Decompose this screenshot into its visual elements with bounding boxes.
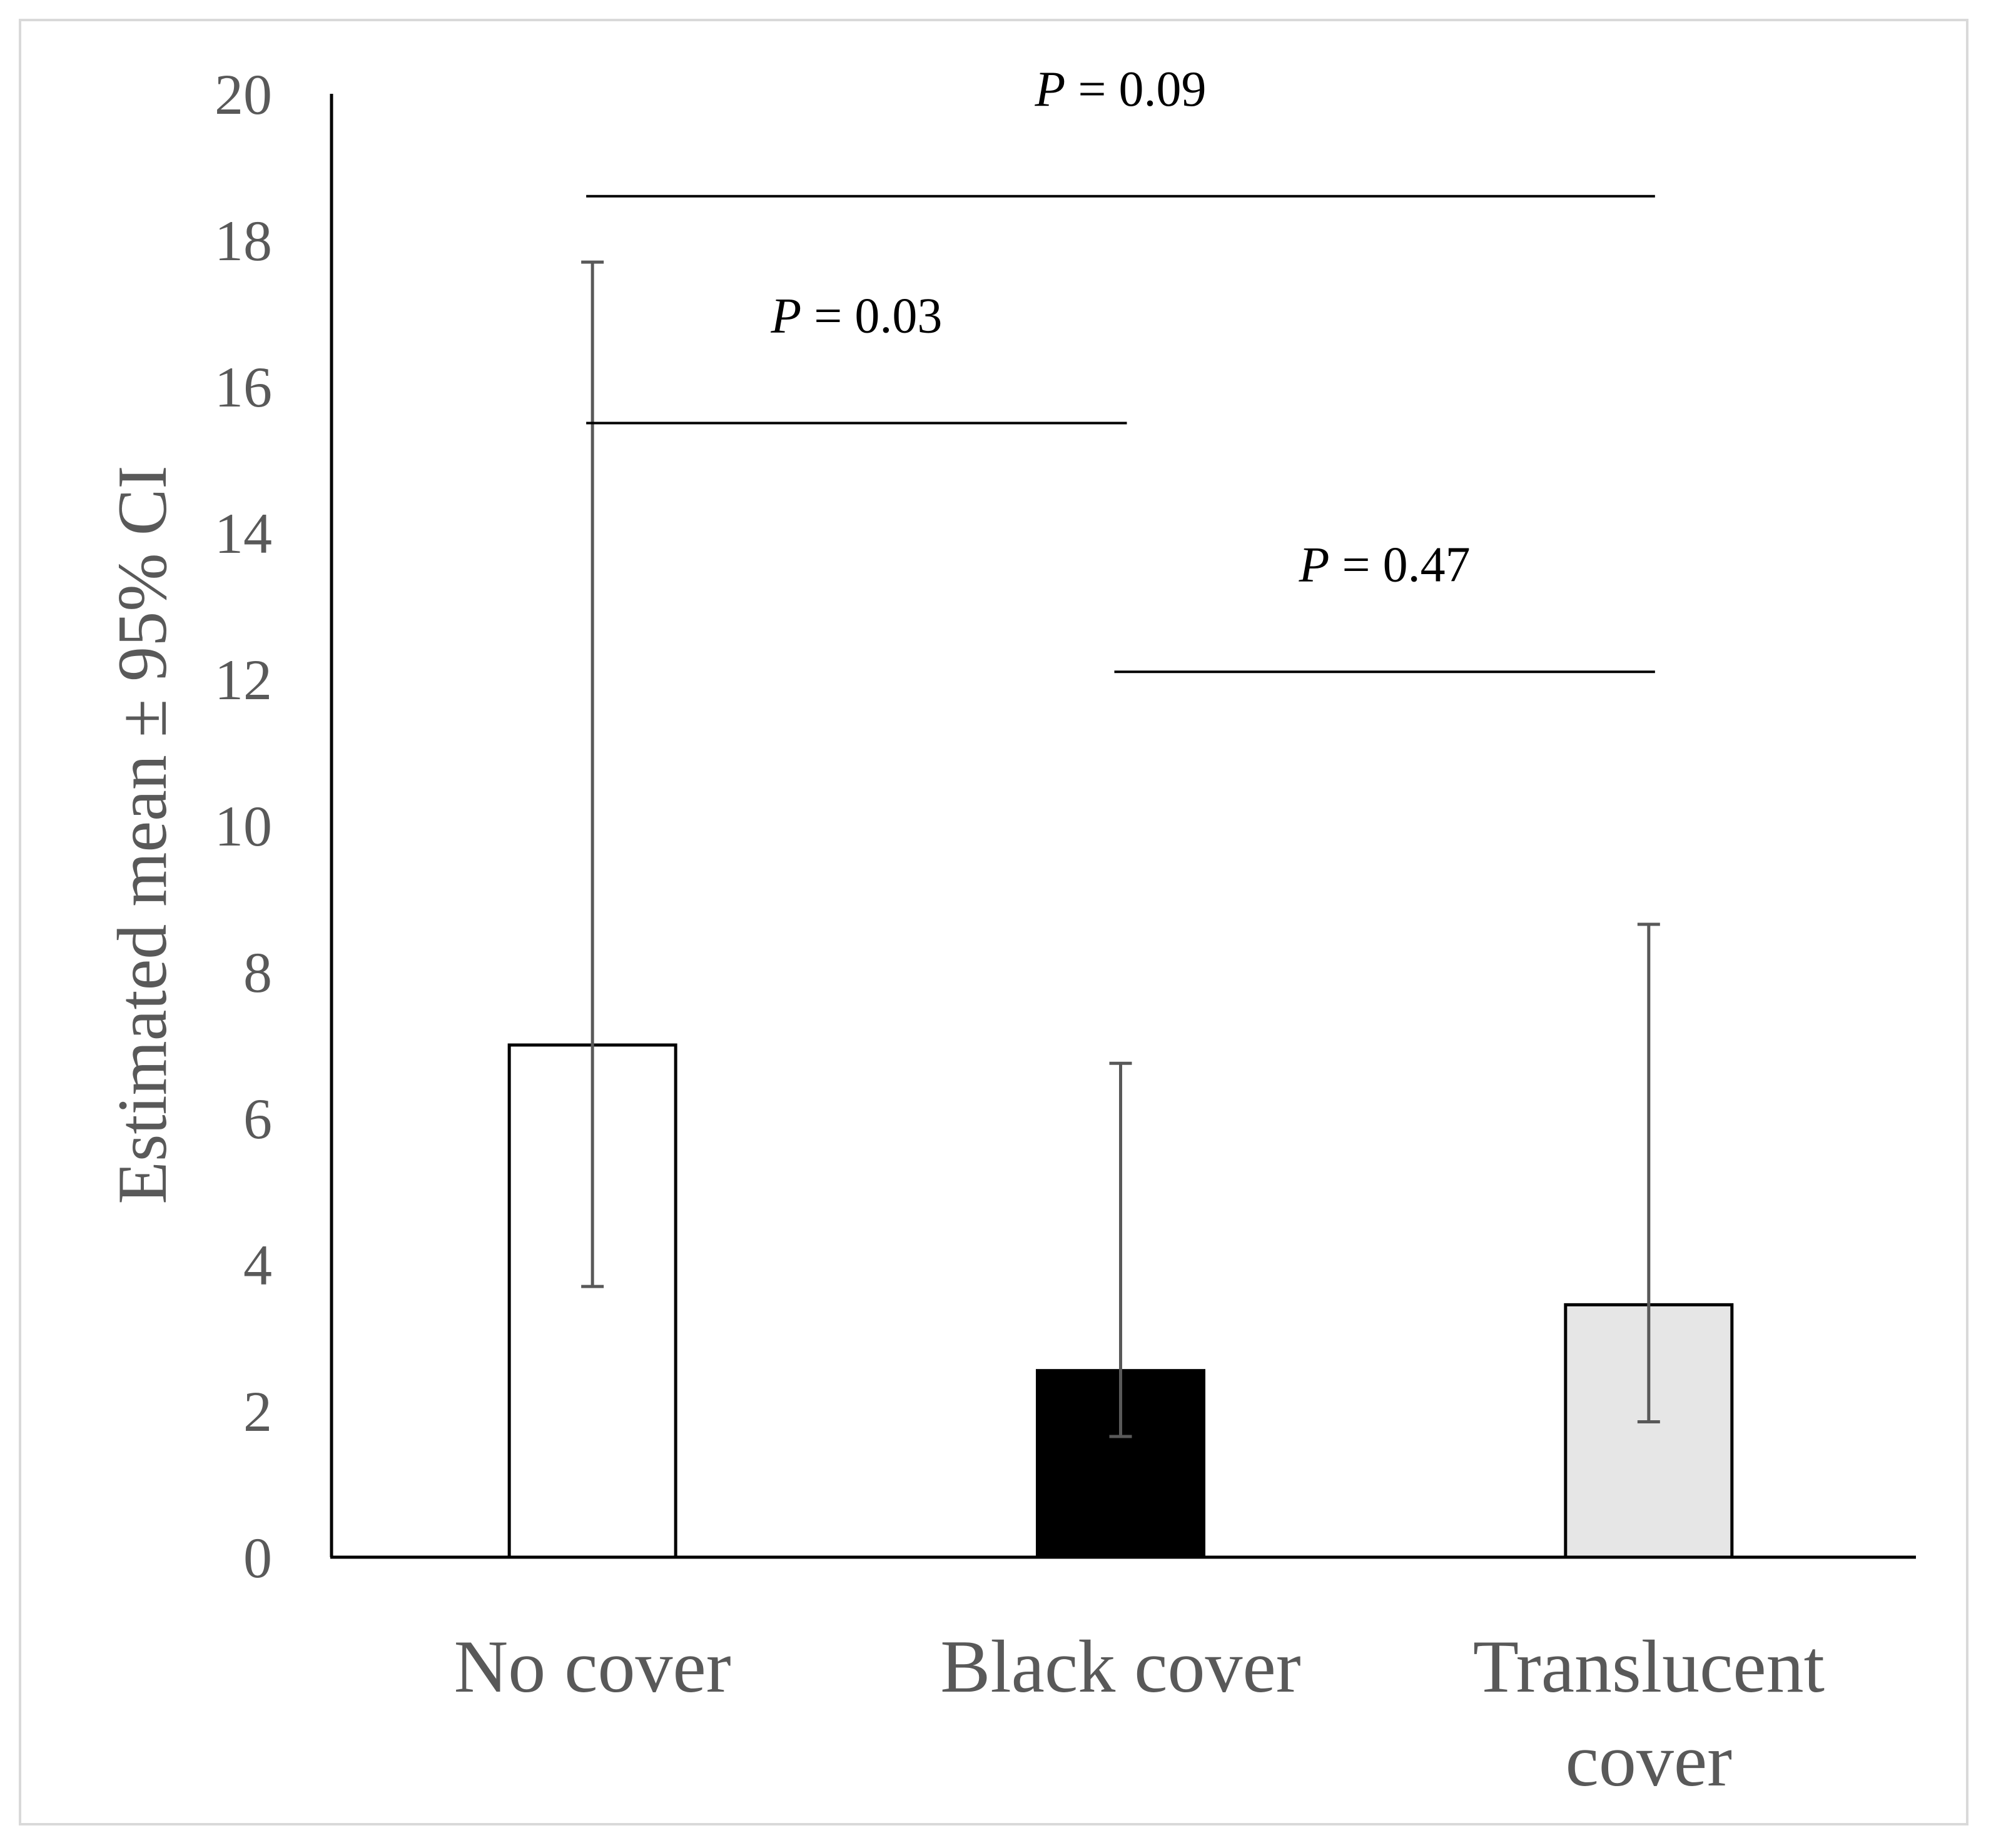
- p-value: = 0.09: [1065, 62, 1206, 117]
- y-tick-label: 16: [215, 355, 272, 419]
- p-symbol: P: [1035, 62, 1066, 117]
- significance-annotation: P = 0.09: [586, 62, 1655, 198]
- significance-label: P = 0.03: [770, 289, 942, 344]
- category-label-line: No cover: [454, 1625, 731, 1708]
- p-value: = 0.47: [1330, 537, 1471, 592]
- error-bar: [1637, 922, 1660, 1424]
- category-label-line: Translucent: [1473, 1625, 1825, 1708]
- significance-annotation: P = 0.03: [586, 289, 1127, 425]
- y-tick-label: 12: [215, 648, 272, 712]
- p-symbol: P: [770, 289, 801, 344]
- significance-annotation: P = 0.47: [1114, 537, 1655, 674]
- p-value: = 0.03: [801, 289, 942, 344]
- significance-annotations: P = 0.09P = 0.03P = 0.47: [586, 62, 1655, 674]
- y-tick-label: 2: [243, 1380, 272, 1443]
- error-bar: [581, 260, 604, 1288]
- category-label-line: cover: [1566, 1719, 1732, 1802]
- category-label-line: Black cover: [940, 1625, 1300, 1708]
- y-tick-label: 6: [243, 1087, 272, 1151]
- p-symbol: P: [1299, 537, 1330, 592]
- y-tick-label: 14: [215, 502, 272, 565]
- category-label: Translucent cover: [1473, 1625, 1825, 1802]
- y-tick-labels: 0 2 4 6 8 10 12 14 16 18 20: [215, 63, 272, 1590]
- significance-label: P = 0.47: [1299, 537, 1471, 592]
- category-labels: No cover Black cover Translucent cover: [454, 1625, 1825, 1802]
- significance-label: P = 0.09: [1035, 62, 1207, 117]
- y-tick-label: 4: [243, 1233, 272, 1297]
- error-bar: [1109, 1061, 1132, 1438]
- category-label: No cover: [454, 1625, 731, 1708]
- error-bars: [581, 260, 1660, 1438]
- y-tick-label: 10: [215, 794, 272, 858]
- y-tick-label: 18: [215, 209, 272, 273]
- y-tick-label: 20: [215, 63, 272, 126]
- y-tick-label: 0: [243, 1526, 272, 1590]
- category-label: Black cover: [940, 1625, 1300, 1708]
- y-axis-label: Estimated mean ± 95% CI: [104, 465, 181, 1204]
- y-tick-label: 8: [243, 941, 272, 1004]
